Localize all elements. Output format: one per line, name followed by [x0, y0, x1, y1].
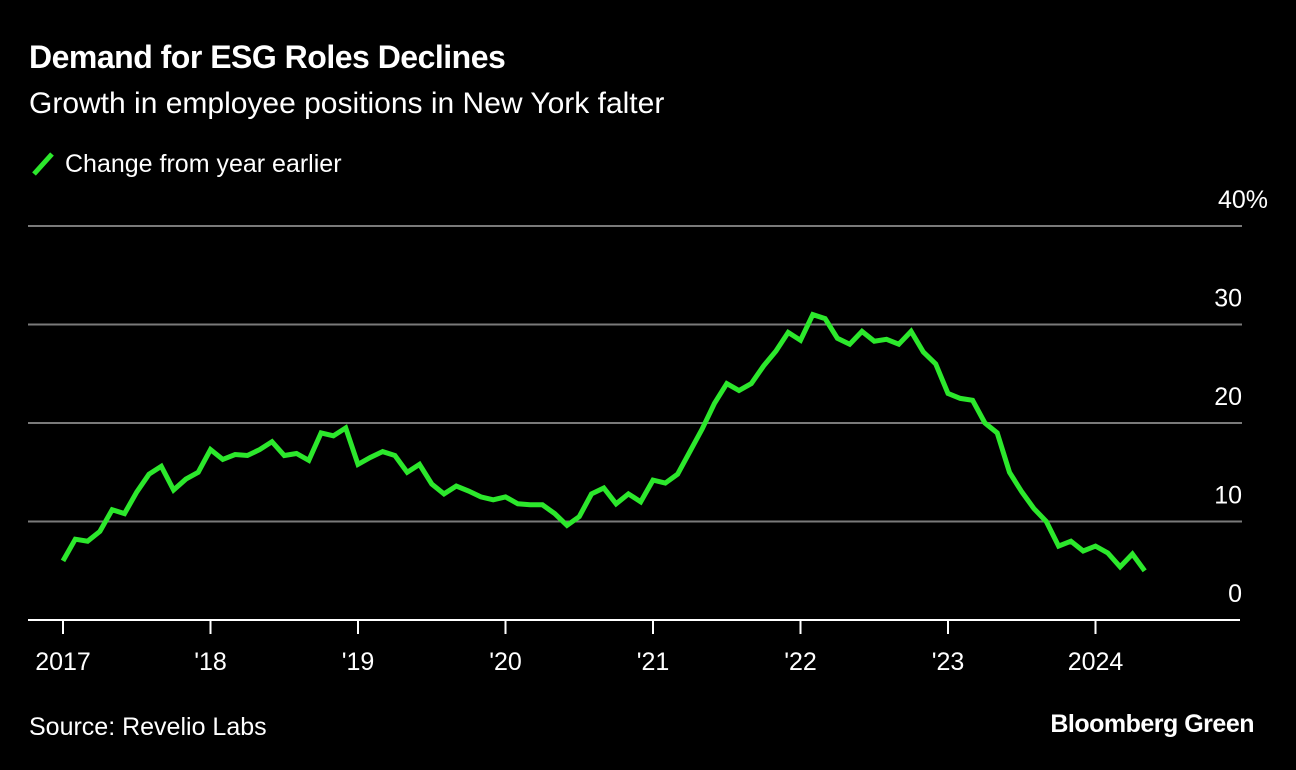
chart-subtitle: Growth in employee positions in New York… [29, 87, 665, 120]
y-tick-label-0: 0 [1228, 580, 1242, 608]
brand-logo: Bloomberg Green [1050, 710, 1254, 738]
source-note: Source: Revelio Labs [29, 713, 267, 741]
x-tick-label-'20: '20 [489, 648, 522, 676]
x-tick-label-2017: 2017 [35, 648, 91, 676]
legend-swatch-icon [32, 152, 54, 176]
y-tick-label-40: 40% [1218, 186, 1268, 214]
x-tick-label-'18: '18 [194, 648, 227, 676]
x-tick-label-'22: '22 [784, 648, 817, 676]
x-tick-label-2024: 2024 [1068, 648, 1124, 676]
y-tick-label-30: 30 [1214, 285, 1242, 313]
legend-label: Change from year earlier [65, 149, 342, 178]
series-line-0 [60, 311, 1147, 573]
chart-title: Demand for ESG Roles Declines [29, 39, 506, 75]
x-tick-label-'21: '21 [637, 648, 670, 676]
y-tick-label-10: 10 [1214, 482, 1242, 510]
x-tick-label-'19: '19 [342, 648, 375, 676]
legend: Change from year earlier [29, 150, 342, 178]
y-tick-label-20: 20 [1214, 383, 1242, 411]
x-tick-label-'23: '23 [932, 648, 965, 676]
